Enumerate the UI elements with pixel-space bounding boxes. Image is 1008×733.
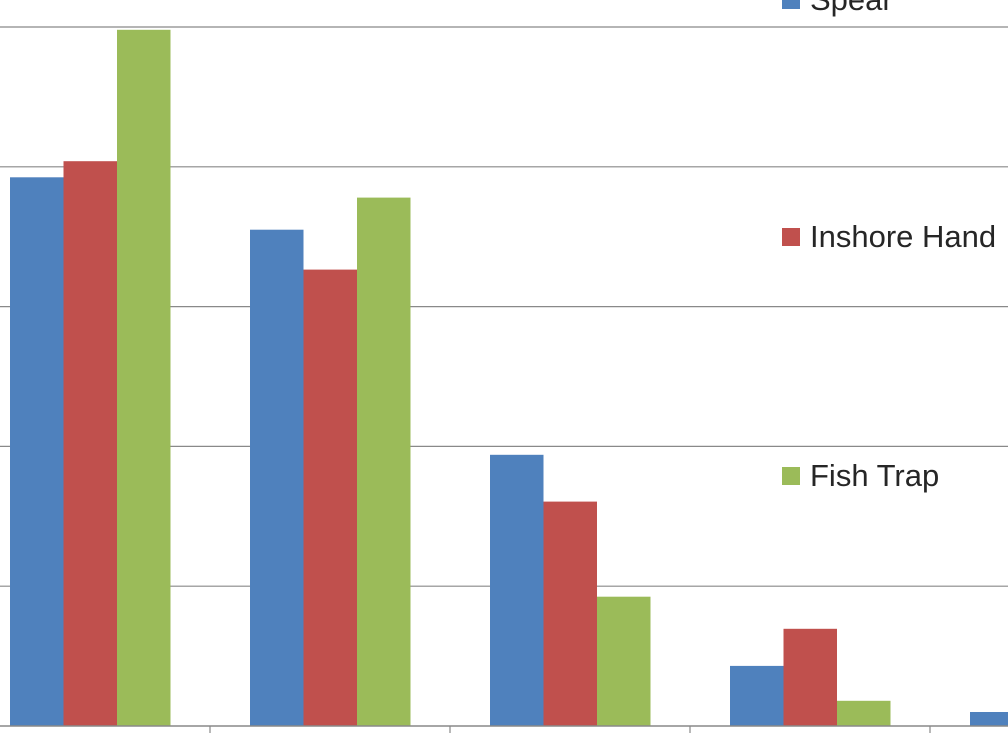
bar-inshore-hand-3 [543,501,597,726]
bar-inshore-hand-2 [303,269,357,726]
bar-spear-1 [10,177,64,727]
legend-swatch-spear [782,0,800,9]
legend-item-fish-trap[interactable]: Fish Trap [782,458,939,493]
bar-fish-trap-1 [117,29,171,727]
legend-item-spear[interactable]: Spear [782,0,893,17]
bar-spear-4 [730,665,784,726]
legend-label-spear: Spear [810,0,893,17]
legend: Spear Inshore Hand Fish Trap [782,0,996,493]
legend-label-fish-trap: Fish Trap [810,458,939,493]
bars [10,29,1008,727]
bar-spear-5 [970,712,1008,726]
bar-inshore-hand-4 [783,628,837,726]
bar-spear-3 [490,454,544,726]
bar-fish-trap-4 [837,700,891,726]
legend-item-inshore-hand[interactable]: Inshore Hand [782,219,996,254]
legend-swatch-inshore-hand [782,228,800,246]
legend-label-inshore-hand: Inshore Hand [810,219,996,254]
bar-fish-trap-2 [357,197,411,727]
bar-inshore-hand-1 [63,161,117,726]
bar-spear-2 [250,229,304,726]
bar-fish-trap-3 [597,596,651,726]
x-axis [0,725,1008,733]
legend-swatch-fish-trap [782,467,800,485]
